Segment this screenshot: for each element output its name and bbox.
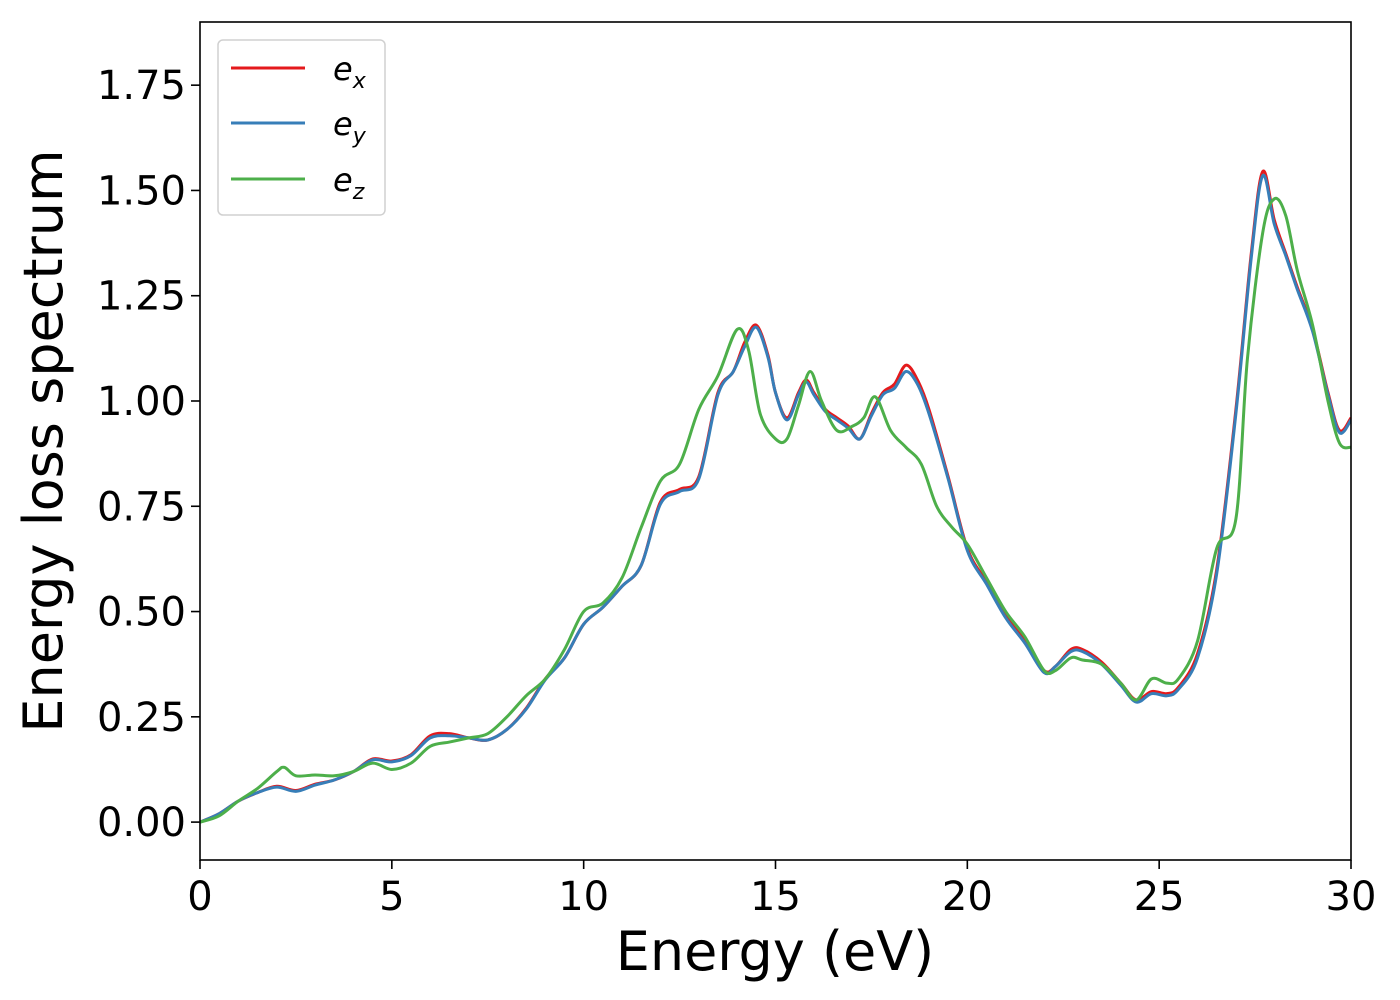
- x-tick-label: 15: [750, 874, 801, 920]
- x-tick-label: 5: [379, 874, 404, 920]
- y-tick-label: 1.25: [97, 274, 186, 320]
- x-tick-label: 0: [187, 874, 212, 920]
- y-tick-label: 1.00: [97, 379, 186, 425]
- series-line-ez: [200, 196, 1351, 824]
- y-tick-label: 1.50: [97, 168, 186, 214]
- x-axis-label: Energy (eV): [616, 920, 935, 983]
- plot-frame: [199, 21, 1352, 861]
- x-tick-label: 20: [942, 874, 993, 920]
- axis-ticks: 0 5 10 15 20 25 30 0.00 0.25 0.50 0.75 1.00 1.25 1.50…: [97, 63, 1377, 920]
- x-tick-label: 10: [558, 874, 609, 920]
- y-tick-label: 0.50: [97, 590, 186, 636]
- y-tick-label: 1.75: [97, 63, 186, 109]
- legend-entry-ey: ey: [231, 105, 367, 149]
- y-axis-label: Energy loss spectrum: [12, 149, 75, 732]
- x-tick-label: 30: [1326, 874, 1377, 920]
- legend-box: [217, 39, 386, 216]
- x-tick-label: 25: [1134, 874, 1185, 920]
- y-tick-label: 0.00: [97, 800, 186, 846]
- plot-area: [200, 169, 1351, 824]
- legend-label-ex: ex: [333, 50, 367, 94]
- y-tick-label: 0.75: [97, 484, 186, 530]
- legend-label-ez: ez: [333, 161, 365, 205]
- legend-label-ey: ey: [333, 105, 367, 149]
- legend-entry-ez: ez: [231, 161, 365, 205]
- y-tick-label: 0.25: [97, 695, 186, 741]
- legend-entry-ex: ex: [231, 50, 367, 94]
- legend: ex ey ez: [217, 39, 386, 216]
